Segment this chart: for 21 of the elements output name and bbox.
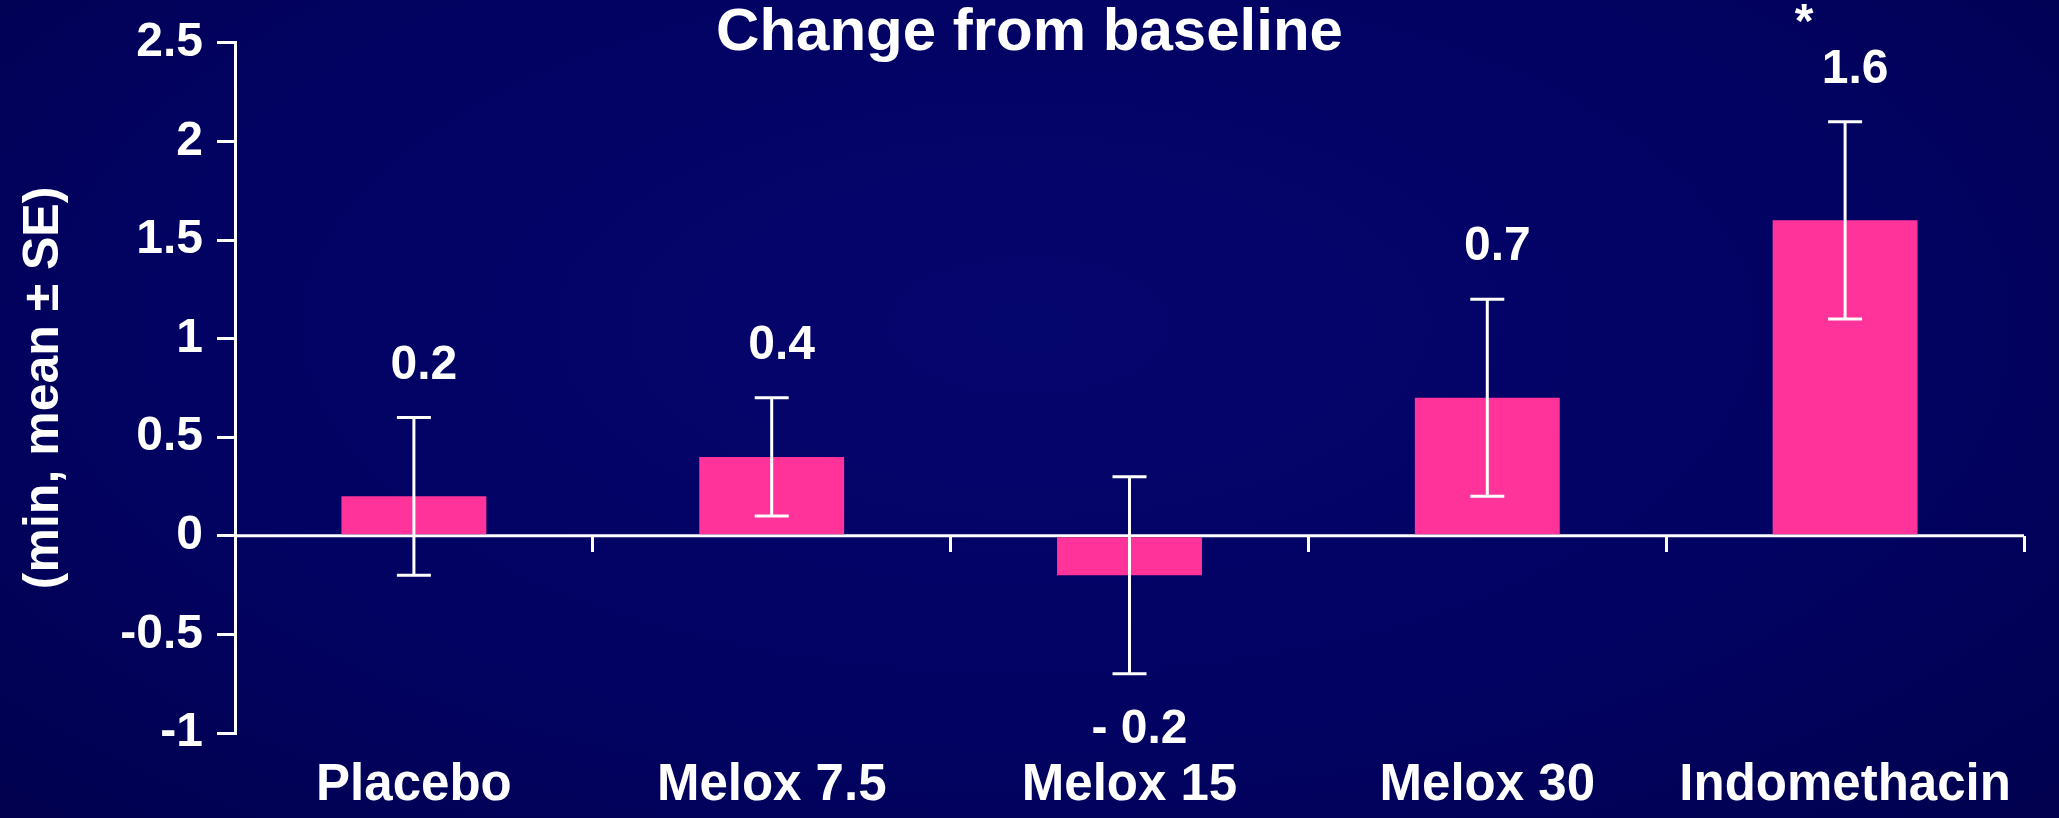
- data-label: 0.2: [390, 335, 458, 389]
- x-tick-label: Indomethacin: [1679, 753, 2011, 811]
- x-tick-label: Melox 7.5: [656, 753, 887, 811]
- y-tick-label: -1: [160, 703, 203, 757]
- y-tick-label: 1: [176, 308, 203, 362]
- annotation: *: [1794, 0, 1814, 48]
- chart-title: Change from baseline: [716, 0, 1343, 63]
- x-tick-label: Melox 15: [1021, 753, 1238, 811]
- data-label: 1.6: [1821, 39, 1889, 93]
- y-tick-label: 0: [176, 506, 203, 560]
- data-label: 0.7: [1463, 217, 1531, 271]
- y-tick-label: 2: [176, 111, 203, 165]
- x-tick-label: Placebo: [316, 753, 512, 811]
- y-tick-label: 2.5: [136, 13, 203, 67]
- y-axis-title: (min, mean ± SE): [12, 186, 69, 590]
- y-tick-label: 1.5: [136, 210, 203, 264]
- y-tick-label: -0.5: [120, 604, 203, 658]
- y-tick-label: 0.5: [136, 407, 203, 461]
- data-label: - 0.2: [1091, 700, 1188, 754]
- x-tick-label: Melox 30: [1379, 753, 1596, 811]
- data-label: 0.4: [748, 315, 816, 369]
